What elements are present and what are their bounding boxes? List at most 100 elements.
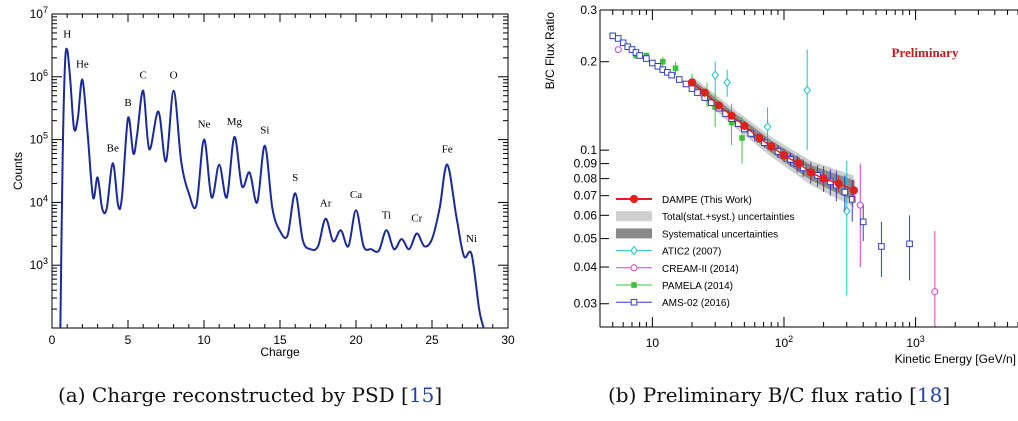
caption-a-ref[interactable]: 15 (408, 383, 435, 407)
cream2-point (931, 288, 939, 296)
legend-item-5-label: PAMELA (2014) (662, 281, 733, 292)
charge-histogram-chart: 0 5 10 15 20 25 30 103 104 105 106 107 Charge Counts H… (11, 5, 515, 359)
x-axis-label: Kinetic Energy [GeV/n] (895, 352, 1016, 366)
legend-item-0-marker (629, 194, 639, 204)
peak-label-ar: Ar (320, 198, 332, 210)
pamela-point (739, 135, 745, 141)
x-tick-label: 20 (349, 333, 363, 347)
peak-label-ne: Ne (198, 119, 211, 131)
preliminary-annotation: Preliminary (892, 45, 959, 60)
bc-ratio-chart: 0.03 0.04 0.05 0.06 0.07 0.080.090.1 0.2 0.3 10 1… (543, 3, 1018, 366)
ams02-point (668, 71, 675, 79)
cream2-point (614, 46, 622, 54)
legend-item-3-marker (630, 245, 638, 256)
dampe-point (740, 121, 749, 130)
cream2-point (856, 201, 864, 209)
dampe-point (755, 133, 764, 143)
legend-item-2-swatch (616, 228, 652, 239)
peak-label-he: He (76, 59, 89, 71)
legend-item-5-marker (631, 282, 637, 288)
dampe-point (727, 111, 736, 120)
dampe-point (687, 78, 697, 87)
dampe-point (767, 142, 776, 151)
y-tick-label: 0.09 (574, 157, 598, 171)
ams02-point (649, 59, 656, 67)
peak-label-ni: Ni (466, 233, 477, 245)
plot-frame (51, 13, 509, 329)
y-tick-label: 104 (30, 193, 48, 209)
ams02-point (878, 243, 885, 250)
ams02-point (707, 99, 715, 107)
legend: DAMPE (This Work) Total(stat.+syst.) unce… (616, 194, 795, 309)
y-tick-label: 0.3 (580, 3, 597, 17)
peak-label-si: Si (260, 125, 269, 137)
dampe-point (834, 179, 843, 188)
y-tick-label: 106 (30, 68, 48, 84)
legend-item-1-swatch (616, 211, 652, 222)
y-tick-label: 107 (30, 5, 48, 21)
ams02-point (848, 196, 856, 203)
caption-b: (b) Preliminary B/C flux ratio [18] (608, 383, 950, 407)
y-tick-label: 0.08 (574, 172, 598, 186)
x-tick-label: 10 (646, 336, 660, 350)
x-tick-label: 102 (775, 334, 793, 350)
peak-label-mg: Mg (227, 116, 243, 128)
y-tick-label: 0.04 (574, 260, 598, 274)
y-tick-label: 0.03 (574, 297, 598, 311)
y-tick-label: 105 (30, 131, 48, 147)
peak-label-ti: Ti (382, 209, 391, 221)
legend-item-2-label: Systematical uncertainties (662, 229, 778, 240)
peak-label-b: B (124, 97, 131, 109)
ams02-point (694, 89, 701, 96)
caption-a-close: ] (434, 383, 443, 407)
x-tick-label: 25 (425, 333, 439, 347)
peak-label-s: S (292, 172, 298, 184)
atic2-point (763, 122, 772, 132)
atic2-point (803, 85, 811, 95)
pamela-point (659, 58, 666, 65)
legend-item-4-label: CREAM-II (2014) (662, 264, 739, 275)
peak-label-fe: Fe (442, 144, 453, 156)
peak-label-cr: Cr (411, 212, 422, 224)
ams02-point (609, 32, 617, 40)
legend-item-1-label: Total(stat.+syst.) uncertainties (662, 212, 795, 223)
y-tick-label: 0.2 (580, 55, 597, 69)
x-tick-label: 103 (906, 334, 924, 350)
pamela-point (672, 65, 679, 72)
bc-ratio-figure: 0.03 0.04 0.05 0.06 0.07 0.08 0.09 0.1 0.2 0.3 10 1… (540, 0, 1018, 416)
ams02-point (859, 218, 867, 226)
legend-item-0-label: DAMPE (This Work) (662, 195, 752, 206)
dampe-point (849, 186, 859, 195)
peak-label-c: C (140, 70, 147, 82)
caption-b-close: ] (942, 383, 951, 407)
legend-item-6-label: AMS-02 (2016) (662, 298, 730, 309)
ams02-point (619, 39, 627, 47)
caption-b-ref[interactable]: 18 (916, 383, 943, 407)
ams02-point (841, 188, 849, 196)
atic2-point (723, 77, 731, 88)
x-tick-label: 0 (49, 333, 56, 347)
charge-histogram-figure: 0 5 10 15 20 25 30 103 104 105 106 107 Charge Counts H… (11, 5, 515, 359)
caption-b-text: (b) Preliminary B/C flux ratio [ (608, 383, 917, 407)
caption-a: (a) Charge reconstructed by PSD [15] (58, 383, 442, 407)
ams02-point (636, 52, 643, 59)
pamela-point (712, 104, 718, 111)
ams02-point (688, 85, 696, 92)
x-tick-label: 15 (273, 333, 287, 347)
ams02-point (643, 55, 650, 62)
ams02-point (654, 62, 662, 70)
plot-area (609, 32, 939, 327)
y-tick-label: 0.05 (574, 232, 598, 246)
x-tick-label: 30 (501, 333, 515, 347)
caption-a-text: (a) Charge reconstructed by PSD [ (58, 383, 409, 407)
x-tick-label: 10 (197, 333, 211, 347)
charge-curve (59, 47, 485, 328)
y-axis-label: B/C Flux Ratio (543, 12, 557, 90)
dampe-point (779, 151, 789, 160)
y-tick-label: 103 (30, 256, 48, 272)
x-tick-label: 5 (125, 333, 132, 347)
legend-item-3-label: ATIC2 (2007) (662, 247, 721, 258)
peak-label-be: Be (107, 142, 119, 154)
ams02-point (906, 240, 913, 248)
ams02-point (675, 76, 683, 83)
